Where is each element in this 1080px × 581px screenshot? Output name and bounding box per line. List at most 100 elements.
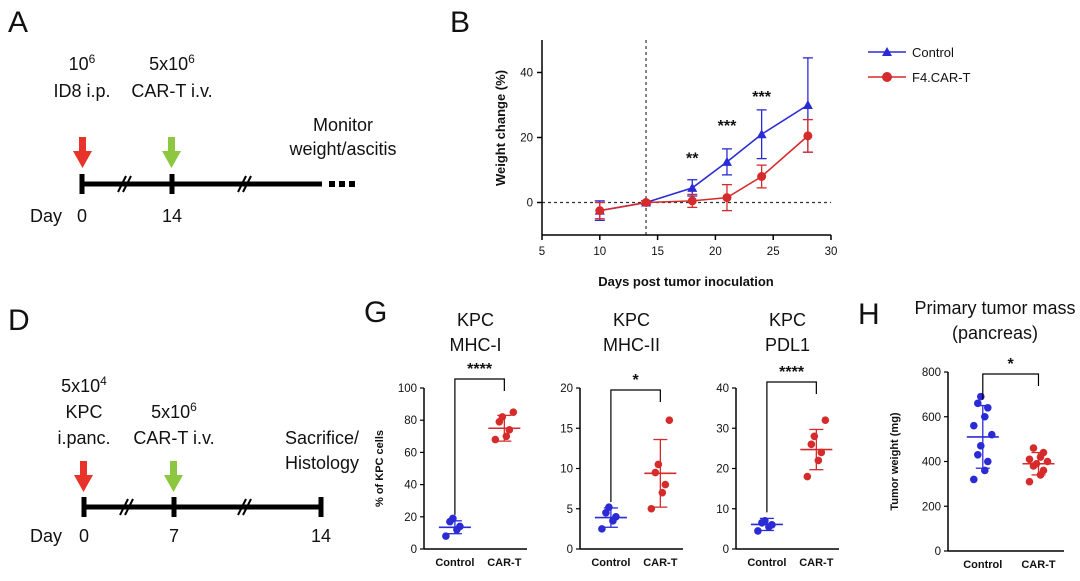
dot-point (754, 527, 762, 535)
b-x-tick-label: 25 (767, 246, 780, 258)
panel-letter-d: D (8, 304, 30, 337)
panel-letter-b: B (450, 6, 470, 39)
dot-y-label: Tumor weight (mg) (889, 412, 901, 511)
dot-y-tick-label: 400 (922, 457, 941, 469)
b-point-circle (595, 206, 605, 216)
legend-control-label: Control (912, 45, 954, 60)
b-point-circle (641, 198, 651, 207)
panel-d: D 5x104 KPC i.panc. 5x106 CAR-T i.v. Sac… (8, 304, 359, 546)
dot-category-label: Control (591, 557, 630, 569)
dot-y-tick-label: 20 (560, 383, 573, 395)
end-label-d-line1: Sacrifice/ (285, 428, 359, 448)
dot-category-label: Control (963, 559, 1002, 571)
dot-y-tick-label: 60 (404, 447, 417, 459)
dose1-route: ID8 i.p. (53, 81, 110, 101)
tumor-arrow-d (74, 461, 93, 492)
dot-point (981, 412, 989, 421)
b-series-line-0 (599, 104, 809, 212)
dot-point (1025, 455, 1034, 464)
end-label-d-line2: Histology (285, 453, 359, 473)
dot-title: Primary tumor mass (914, 298, 1075, 318)
dot-significance-bracket (766, 381, 817, 513)
dot-point (598, 525, 606, 533)
dot-point (647, 504, 656, 513)
dot-significance: * (633, 372, 640, 389)
dot-significance-bracket (982, 373, 1040, 400)
dot-point (505, 426, 514, 434)
b-x-tick-label: 5 (539, 246, 545, 258)
dot-y-tick-label: 0 (567, 544, 573, 556)
dot-point (814, 456, 823, 465)
dot-point (665, 416, 674, 425)
b-ylabel: Weight change (%) (493, 70, 508, 186)
b-significance: *** (752, 89, 771, 106)
dot-category-label: CAR-T (643, 557, 677, 569)
dot-point (498, 413, 507, 421)
b-legend: Control F4.CAR-T (868, 45, 971, 85)
dot-point (654, 460, 663, 469)
dot-y-tick-label: 10 (716, 504, 729, 516)
dot-point (1029, 444, 1038, 452)
dot-point (974, 450, 982, 459)
day-tick-14: 14 (162, 206, 182, 226)
dot-title: KPC (769, 310, 806, 330)
dot-title: MHC-I (450, 335, 502, 355)
dot-title: PDL1 (765, 335, 810, 355)
cart-arrow (162, 137, 181, 168)
dot-y-tick-label: 0 (723, 544, 729, 556)
dot-title: KPC (613, 310, 650, 330)
dot-point (651, 468, 660, 477)
dot-y-tick-label: 20 (716, 464, 729, 476)
b-significance: *** (718, 118, 737, 135)
dot-point (602, 508, 610, 517)
dot-point (661, 480, 670, 489)
end-label-line2: weight/ascitis (288, 139, 396, 159)
b-x-tick-label: 30 (825, 246, 838, 258)
dot-point (509, 408, 518, 416)
dot-point (658, 488, 667, 497)
day-tick-0: 0 (77, 206, 87, 226)
kpc-pdl1-chart: KPC PDL1 0 10 20 30 40 Control CAR-T **** (716, 310, 839, 569)
dose1-label-d: 5x104 (61, 374, 107, 396)
dot-point (456, 522, 464, 531)
dot-y-tick-label: 15 (560, 423, 573, 435)
legend-cart-label: F4.CAR-T (912, 70, 971, 85)
panel-letter-h: H (858, 298, 880, 331)
dot-point (1025, 477, 1034, 486)
dot-y-tick-label: 0 (411, 544, 417, 556)
dot-title: MHC-II (603, 335, 660, 355)
dose2-label: 5x106 (149, 52, 195, 74)
dot-title: (pancreas) (952, 323, 1038, 343)
b-y-tick-label: 40 (520, 68, 533, 80)
dot-y-tick-label: 200 (922, 501, 941, 513)
day-tick-d-0: 0 (79, 526, 89, 546)
day-label-d: Day (30, 526, 62, 546)
dot-y-tick-label: 40 (404, 480, 417, 492)
dot-point (817, 448, 826, 457)
dot-y-tick-label: 80 (404, 415, 417, 427)
dot-y-tick-label: 100 (398, 383, 417, 395)
day-label-a: Day (30, 206, 62, 226)
dot-category-label: CAR-T (487, 557, 521, 569)
dot-significance: **** (467, 361, 493, 378)
panel-letter-g: G (364, 296, 387, 329)
b-significance: ** (686, 151, 699, 168)
dot-y-tick-label: 5 (567, 504, 573, 516)
day-tick-d-7: 7 (169, 526, 179, 546)
dose2-route-d: CAR-T i.v. (133, 428, 214, 448)
timeline-a (79, 174, 355, 194)
dot-category-label: Control (435, 557, 474, 569)
dot-category-label: CAR-T (799, 557, 833, 569)
b-point-circle (722, 193, 732, 203)
dot-significance: **** (779, 364, 805, 381)
b-point-circle (757, 172, 767, 181)
dot-y-tick-label: 800 (922, 367, 941, 379)
dot-category-label: Control (747, 557, 786, 569)
dot-point (807, 440, 816, 449)
dot-y-label: % of KPC cells (374, 430, 386, 507)
dot-point (984, 457, 992, 466)
tumor-arrow (73, 137, 92, 168)
dot-category-label: CAR-T (1021, 559, 1055, 571)
dot-y-tick-label: 10 (560, 464, 573, 476)
